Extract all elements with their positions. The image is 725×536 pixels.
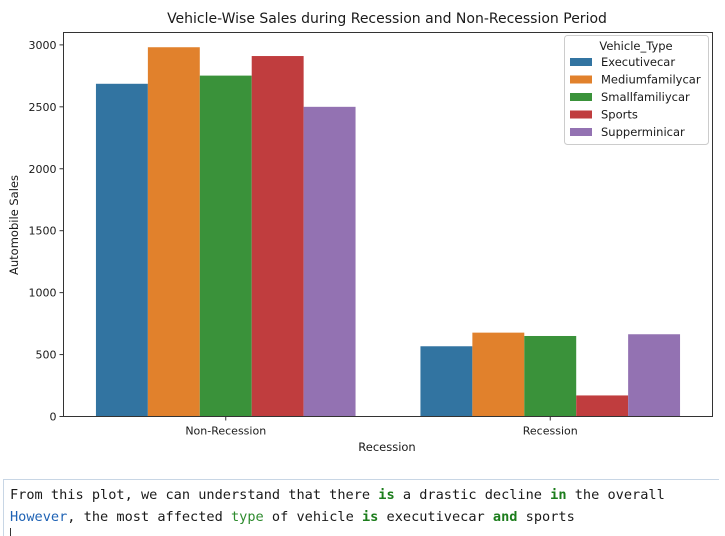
legend-swatch [570,58,592,66]
legend-label: Supperminicar [601,125,685,139]
legend-label: Executivecar [601,55,675,69]
legend-label: Smallfamiliycar [601,90,690,104]
bar-sports-recession [576,395,629,417]
code-token: , the most affected [67,509,231,525]
code-token: executivecar [378,509,493,525]
code-token: of vehicle [263,509,362,525]
code-token: However [10,509,68,525]
legend-box [564,35,709,145]
bar-supperminicar-recession [628,334,681,417]
y-axis-label: Automobile Sales [7,175,21,275]
code-line-2: However, the most affected type of vehic… [4,506,719,528]
code-token: in [550,487,567,503]
legend-swatch [570,128,592,136]
legend-label: Sports [601,108,638,122]
code-line-1: From this plot, we can understand that t… [4,484,719,506]
x-axis-label: Recession [358,440,415,454]
y-tick-label: 2500 [29,101,57,114]
code-token: a drastic decline [394,487,551,503]
bar-mediumfamilycar-non-recession [147,47,200,417]
code-token: the overall [566,487,665,503]
code-token: is [361,509,379,525]
y-tick-label: 3000 [29,39,57,52]
code-token: sports [517,509,575,525]
legend-swatch [570,110,592,119]
code-token: is [378,487,395,503]
y-tick-label: 1000 [29,287,57,300]
text-cursor [10,528,11,536]
legend-swatch [570,93,592,101]
legend-swatch [570,75,592,84]
bar-mediumfamilycar-recession [472,332,525,417]
y-tick-label: 1500 [29,225,57,238]
bar-sports-non-recession [251,56,304,417]
bar-smallfamiliycar-recession [524,335,577,417]
legend: Vehicle_Type Executivecar Mediumfamilycar… [564,35,709,145]
bar-chart: Vehicle-Wise Sales during Recession and … [7,11,713,454]
code-token: type [230,509,264,525]
legend-label: Mediumfamilycar [601,73,701,87]
chart-title: Vehicle-Wise Sales during Recession and … [167,11,607,27]
y-tick-label: 0 [50,411,57,424]
x-tick-label: Non-Recession [185,425,266,438]
y-tick-label: 2000 [29,163,57,176]
code-token: From this plot, we can understand that t… [10,487,379,503]
code-token: and [492,509,518,525]
x-tick-label: Recession [523,425,578,438]
bar-executivecar-recession [420,346,473,417]
bar-supperminicar-non-recession [303,106,356,417]
bar-executivecar-non-recession [95,83,148,417]
y-tick-label: 500 [36,349,57,362]
plot-frame [63,32,713,417]
legend-title: Vehicle_Type [599,39,672,53]
bar-smallfamiliycar-non-recession [199,75,252,417]
markdown-code-cell[interactable]: From this plot, we can understand that t… [3,479,719,536]
